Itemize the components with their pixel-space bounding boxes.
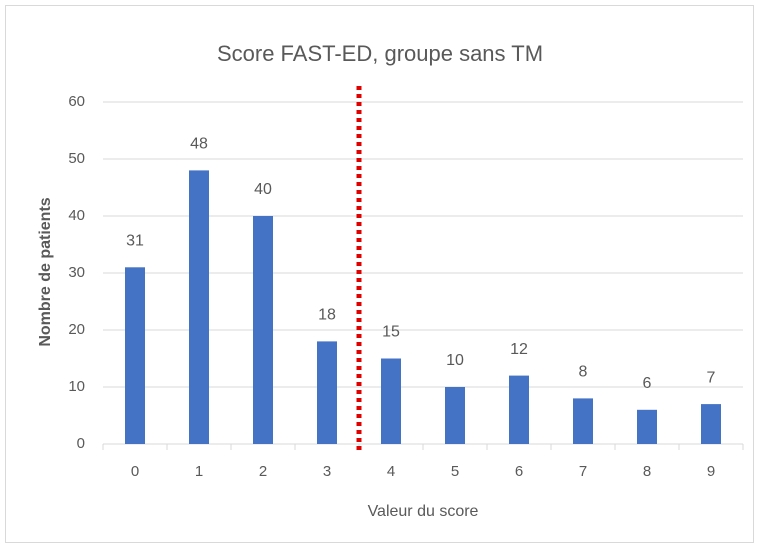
y-tick-label: 60 bbox=[68, 93, 85, 110]
data-label: 31 bbox=[126, 233, 144, 250]
bar bbox=[189, 170, 209, 444]
x-tick-label: 5 bbox=[451, 463, 459, 480]
data-label: 7 bbox=[707, 369, 716, 386]
data-label: 18 bbox=[318, 307, 336, 324]
bar bbox=[317, 341, 337, 444]
y-tick-label: 10 bbox=[68, 378, 85, 395]
data-label: 8 bbox=[579, 364, 588, 381]
y-axis-label: Nombre de patients bbox=[37, 197, 54, 346]
x-tick-label: 1 bbox=[195, 463, 203, 480]
x-tick-label: 8 bbox=[643, 463, 651, 480]
bar bbox=[573, 398, 593, 444]
data-label: 40 bbox=[254, 181, 272, 198]
x-tick-label: 4 bbox=[387, 463, 395, 480]
x-tick-label: 3 bbox=[323, 463, 331, 480]
data-label: 10 bbox=[446, 352, 464, 369]
bar bbox=[509, 375, 529, 444]
x-tick-label: 9 bbox=[707, 463, 715, 480]
y-tick-label: 50 bbox=[68, 150, 85, 167]
bar bbox=[253, 216, 273, 444]
x-tick-label: 6 bbox=[515, 463, 523, 480]
chart-title: Score FAST-ED, groupe sans TM bbox=[217, 41, 543, 66]
x-axis-label: Valeur du score bbox=[368, 503, 479, 520]
bar bbox=[701, 404, 721, 444]
data-label: 15 bbox=[382, 324, 400, 341]
x-tick-label: 0 bbox=[131, 463, 139, 480]
bar bbox=[125, 267, 145, 444]
y-tick-label: 0 bbox=[77, 435, 85, 452]
x-tick-label: 7 bbox=[579, 463, 587, 480]
chart-border bbox=[5, 5, 754, 543]
data-label: 6 bbox=[643, 375, 652, 392]
y-tick-label: 30 bbox=[68, 264, 85, 281]
x-tick-label: 2 bbox=[259, 463, 267, 480]
bar bbox=[445, 387, 465, 444]
data-label: 12 bbox=[510, 341, 528, 358]
y-tick-label: 40 bbox=[68, 207, 85, 224]
bar bbox=[381, 358, 401, 444]
y-tick-label: 20 bbox=[68, 321, 85, 338]
bar bbox=[637, 409, 657, 444]
data-label: 48 bbox=[190, 136, 208, 153]
